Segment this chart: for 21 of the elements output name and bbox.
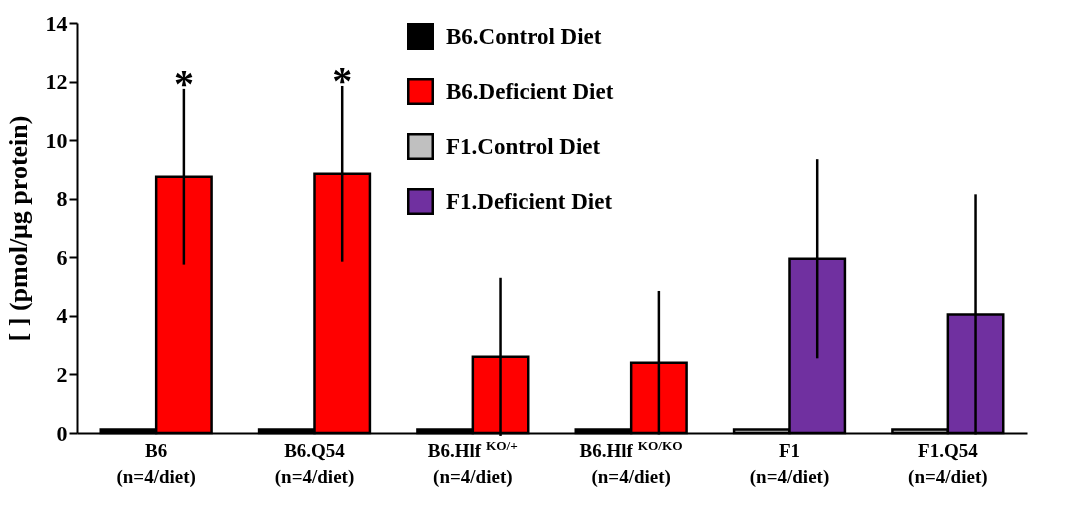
annotation: * <box>332 57 353 103</box>
y-tick-label: 0 <box>56 420 68 446</box>
x-tick-label: B6 (n=4/diet) <box>116 439 196 488</box>
y-tick-label: 6 <box>56 244 68 270</box>
legend-label: B6.Control Diet <box>446 23 602 49</box>
y-tick-label: 14 <box>45 10 68 36</box>
y-tick-label: 2 <box>56 361 68 387</box>
y-tick-label: 4 <box>56 303 68 329</box>
y-tick-label: 12 <box>45 69 68 95</box>
legend-label: F1.Control Diet <box>446 133 601 159</box>
x-tick-label: B6.Q54 (n=4/diet) <box>274 439 355 488</box>
legend-label: B6.Deficient Diet <box>446 78 614 104</box>
y-tick-label: 10 <box>45 127 68 153</box>
x-tick-label: B6.Hlf $^{KO/KO}$ (n=4/diet) <box>579 437 683 488</box>
x-tick-label: B6.Hlf $^{KO/+}$ (n=4/diet) <box>427 437 518 488</box>
legend-label: F1.Deficient Diet <box>446 188 613 214</box>
x-tick-label: F1.Q54 (n=4/diet) <box>908 439 988 488</box>
x-tick-label: F1 (n=4/diet) <box>749 439 830 488</box>
y-tick-label: 8 <box>56 186 68 212</box>
y-axis-title: [ ] (pmol/μg protein) <box>3 115 33 342</box>
annotation: * <box>173 60 194 106</box>
